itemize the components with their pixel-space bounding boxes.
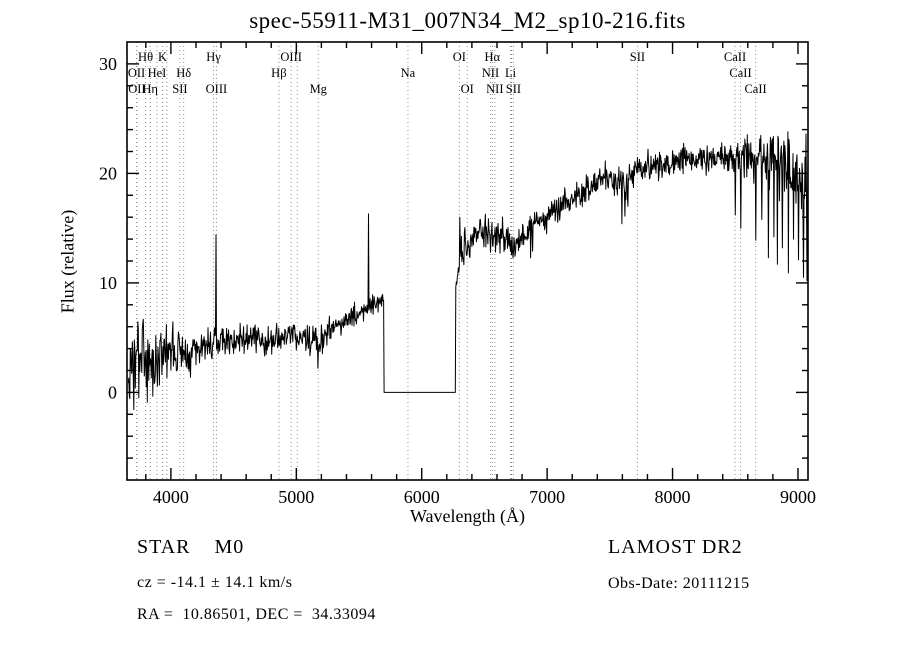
line-marker-label: Hθ	[138, 50, 153, 64]
line-marker-label: CaII	[744, 82, 766, 96]
object-class-label: STAR M0	[137, 536, 245, 558]
line-marker-label: Na	[401, 66, 416, 80]
x-tick-label: 5000	[278, 487, 314, 507]
line-marker-label: Hγ	[206, 50, 221, 64]
cz-value: cz = -14.1 ± 14.1 km/s	[137, 574, 293, 591]
axis-ticks: 4000 5000 6000 7000 8000 9000 0 10 20 30	[99, 42, 816, 507]
line-marker-label: OI	[461, 82, 474, 96]
spectral-line-markers	[136, 42, 757, 480]
line-marker-label: Hβ	[271, 66, 286, 80]
line-marker-label: CaII	[724, 50, 746, 64]
plot-title: spec-55911-M31_007N34_M2_sp10-216.fits	[249, 8, 686, 33]
line-marker-label: OIII	[206, 82, 228, 96]
y-tick-label: 20	[99, 163, 117, 183]
x-tick-label: 6000	[404, 487, 440, 507]
y-tick-label: 30	[99, 54, 117, 74]
line-marker-label: OIII	[280, 50, 302, 64]
line-marker-label: Hη	[142, 82, 158, 96]
line-marker-label: Hα	[485, 50, 501, 64]
line-marker-label: HeI	[148, 66, 167, 80]
line-marker-label: OI	[453, 50, 466, 64]
x-axis-label: Wavelength (Å)	[409, 506, 525, 526]
line-marker-label: NII	[482, 66, 499, 80]
y-tick-label: 0	[108, 382, 117, 402]
line-marker-label: Li	[505, 66, 517, 80]
y-tick-label: 10	[99, 273, 117, 293]
line-marker-label: OII	[128, 66, 145, 80]
line-marker-label: SII	[630, 50, 645, 64]
line-marker-label: NII	[486, 82, 503, 96]
obs-date: Obs-Date: 20111215	[608, 575, 750, 592]
x-tick-label: 7000	[529, 487, 565, 507]
ra-dec-value: RA = 10.86501, DEC = 34.33094	[137, 606, 376, 623]
line-marker-label: Mg	[310, 82, 328, 96]
y-axis-label: Flux (relative)	[57, 209, 78, 314]
survey-label: LAMOST DR2	[608, 536, 743, 558]
x-tick-label: 8000	[655, 487, 691, 507]
line-marker-label: SII	[506, 82, 521, 96]
x-tick-label: 4000	[153, 487, 189, 507]
line-marker-label: K	[158, 50, 167, 64]
spectrum-trace	[127, 131, 808, 411]
x-tick-label: 9000	[780, 487, 816, 507]
line-marker-label: SII	[172, 82, 187, 96]
line-marker-label: Hδ	[176, 66, 191, 80]
line-marker-label: CaII	[729, 66, 751, 80]
